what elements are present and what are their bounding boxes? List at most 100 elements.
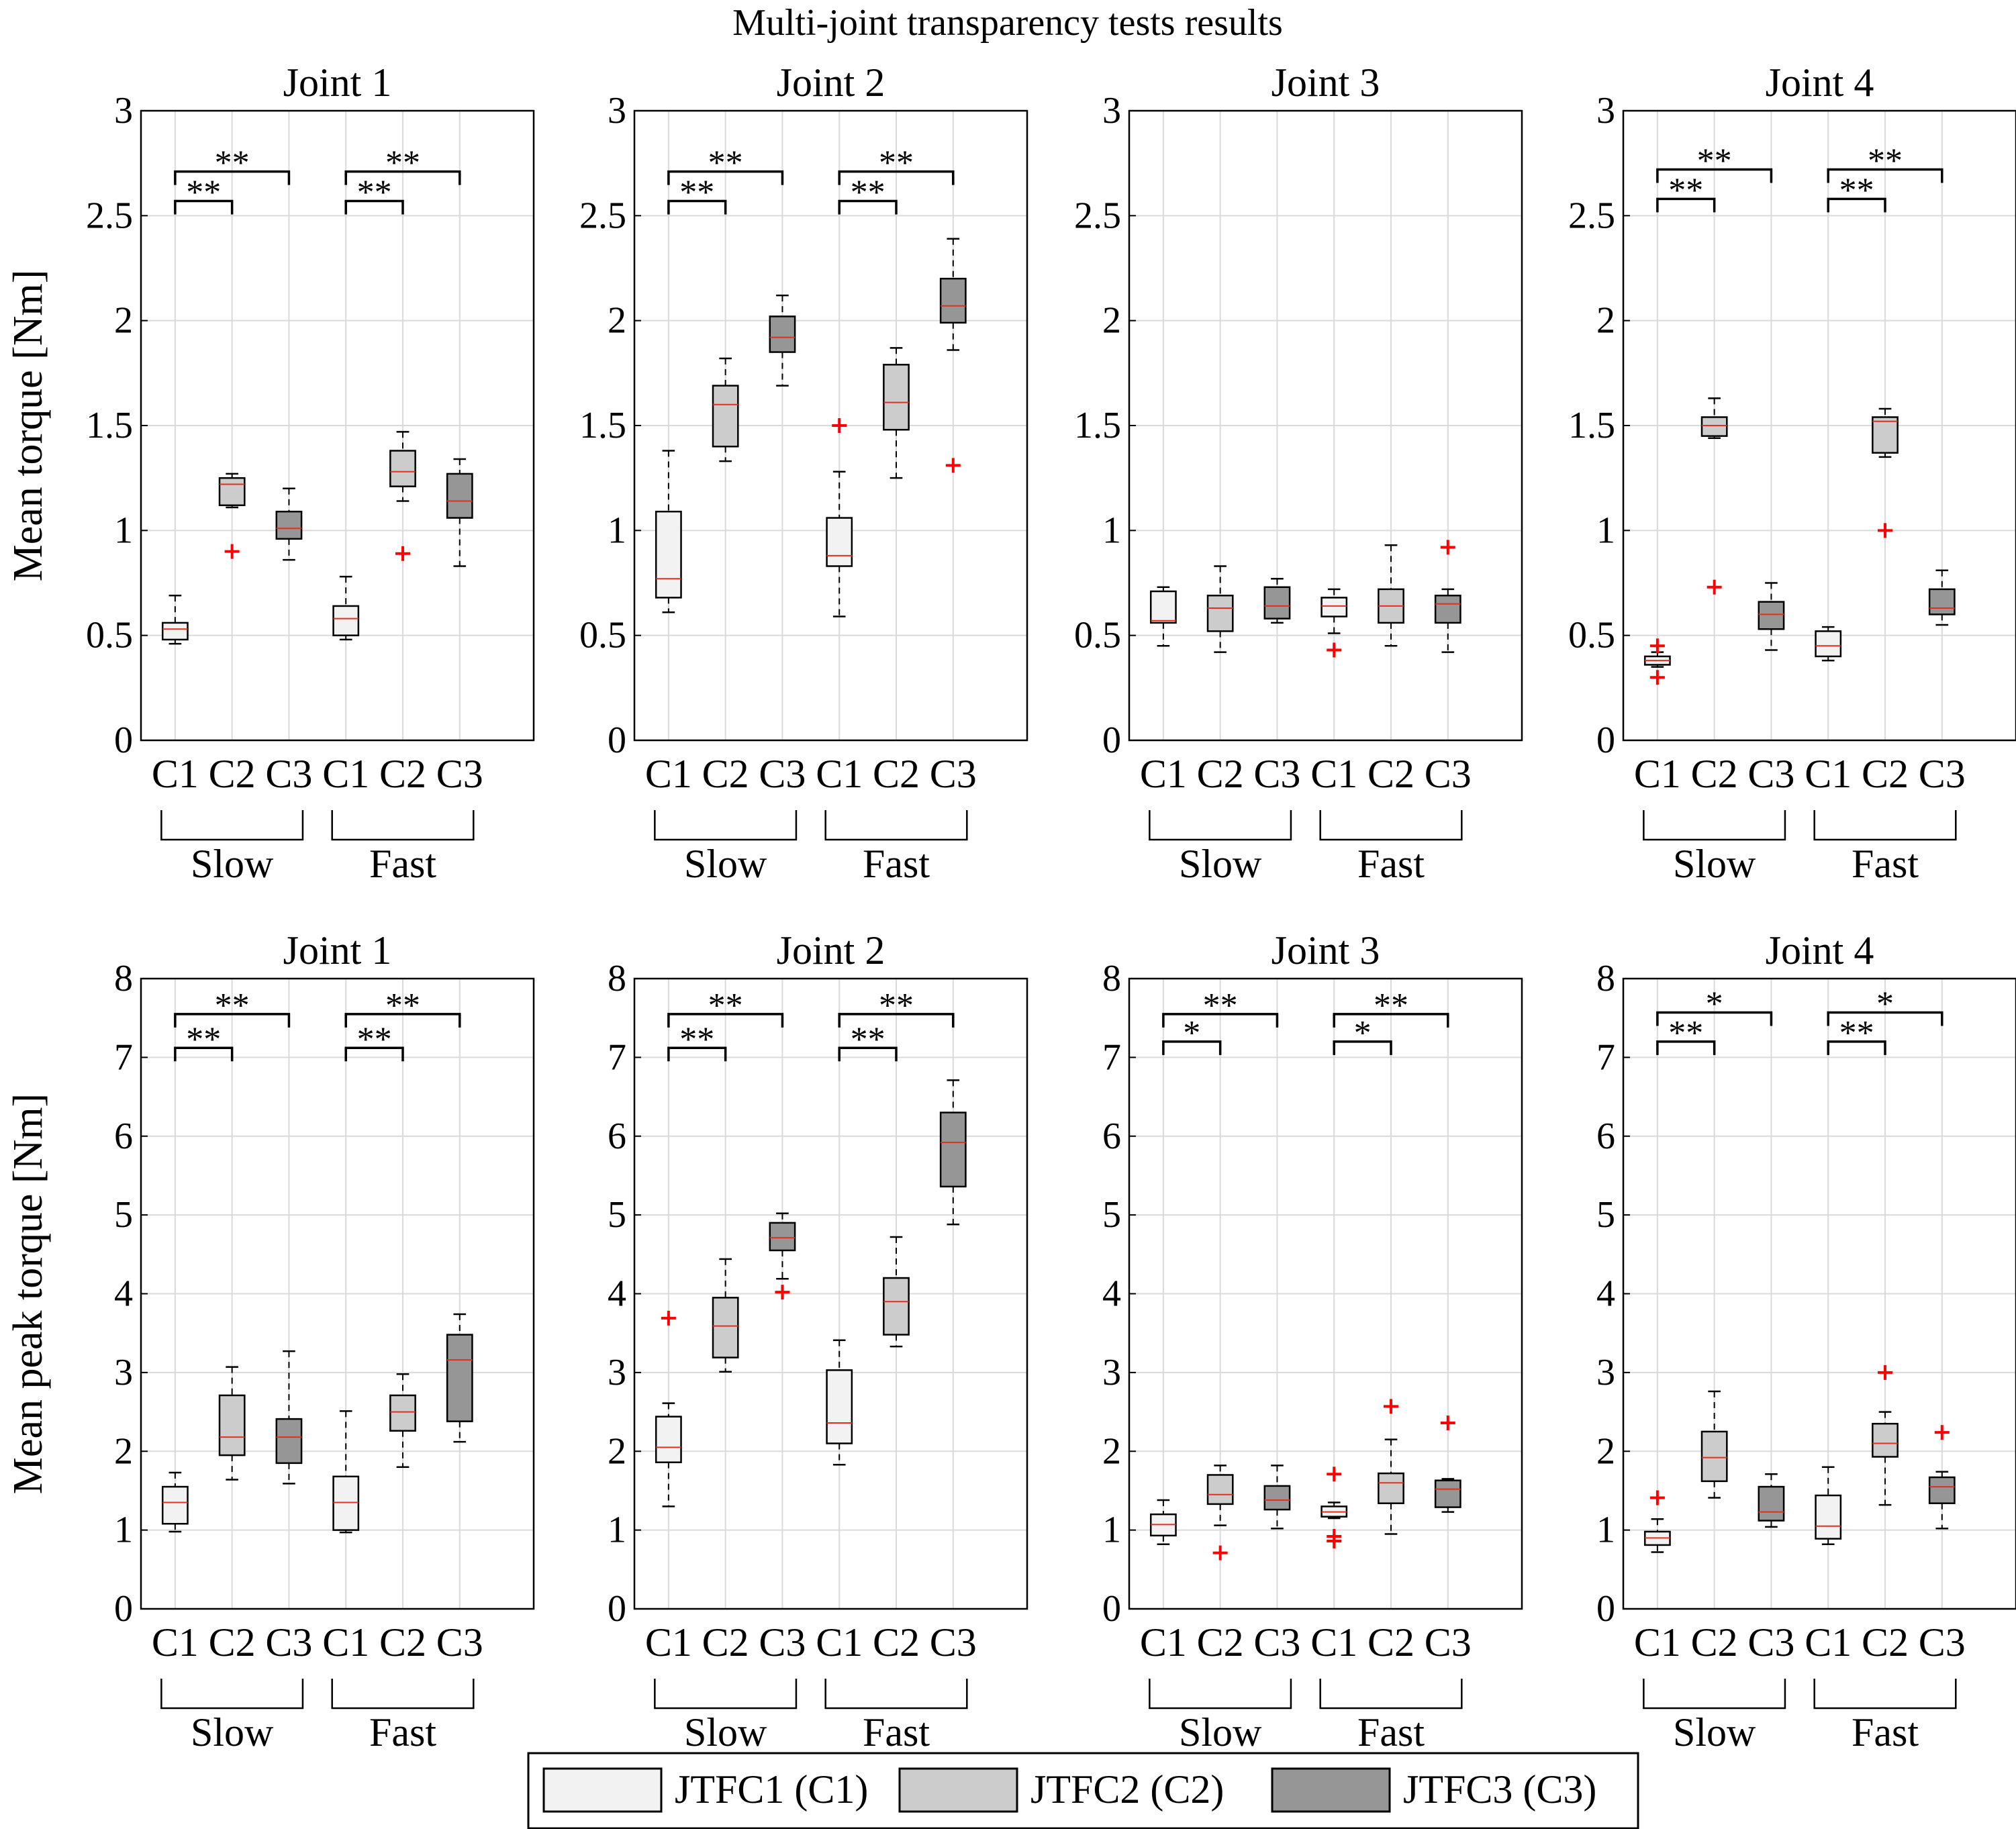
y-tick-label: 0 <box>608 720 626 761</box>
group-bracket <box>824 1679 968 1710</box>
group-bracket <box>160 810 304 841</box>
box-c2 <box>712 357 739 462</box>
significance-bracket <box>1656 168 1773 183</box>
y-tick-label: 4 <box>608 1273 626 1315</box>
box-c2 <box>389 431 416 561</box>
box-iqr <box>769 1222 796 1252</box>
panel-title: Joint 2 <box>777 928 885 973</box>
significance-bracket <box>838 1013 955 1028</box>
box-iqr <box>1928 588 1956 615</box>
box-c2 <box>712 1258 739 1373</box>
y-tick-label: 2.5 <box>1568 195 1615 236</box>
group-label-slow: Slow <box>191 1710 274 1754</box>
x-category-label: C2 <box>1197 1620 1244 1665</box>
y-tick-label: 1 <box>1596 509 1615 551</box>
box-c2 <box>1700 397 1728 595</box>
y-tick-label: 6 <box>114 1116 133 1157</box>
y-tick-label: 7 <box>114 1036 133 1078</box>
x-category-label: C1 <box>152 752 199 796</box>
outlier-marker <box>1878 523 1892 538</box>
box-c3 <box>939 238 967 473</box>
significance-bracket <box>344 1013 461 1028</box>
significance-label: ** <box>851 1020 885 1058</box>
box-iqr <box>389 1394 416 1432</box>
y-tick-label: 1.5 <box>86 405 133 446</box>
x-category-label: C1 <box>1140 1620 1187 1665</box>
significance-label: ** <box>385 144 420 183</box>
significance-bracket <box>667 1013 784 1028</box>
significance-bracket <box>1333 1040 1392 1055</box>
significance-label: ** <box>879 144 914 183</box>
outlier-marker <box>1384 1399 1398 1414</box>
group-bracket <box>654 1679 798 1710</box>
box-c3 <box>275 1350 303 1485</box>
x-category-label: C3 <box>1425 752 1472 796</box>
box-c1 <box>332 575 360 641</box>
box-iqr <box>1434 595 1461 624</box>
outlier-marker <box>1440 1416 1455 1430</box>
significance-label: ** <box>679 1020 714 1058</box>
legend-swatch <box>898 1767 1018 1813</box>
x-category-label: C2 <box>209 752 256 796</box>
y-axis-label: Mean peak torque [Nm] <box>5 1093 51 1494</box>
x-category-label: C1 <box>645 752 692 796</box>
x-category-label: C3 <box>1425 1620 1472 1665</box>
figure-title: Multi-joint transparency tests results <box>732 2 1283 44</box>
y-tick-label: 2 <box>1596 1430 1615 1472</box>
box-iqr <box>655 510 682 599</box>
significance-label: * <box>1706 985 1723 1023</box>
significance-label: ** <box>1374 987 1408 1025</box>
y-tick-label: 5 <box>1102 1194 1121 1236</box>
box-iqr <box>1434 1479 1461 1508</box>
y-tick-label: 0 <box>114 1588 133 1630</box>
x-category-label: C2 <box>702 1620 749 1665</box>
x-category-label: C2 <box>1197 752 1244 796</box>
legend-label: JTFC1 (C1) <box>675 1767 868 1812</box>
group-label-slow: Slow <box>1673 1710 1756 1754</box>
y-tick-label: 3 <box>114 1352 133 1393</box>
panel-title: Joint 4 <box>1766 928 1874 973</box>
outlier-marker <box>945 458 961 473</box>
x-category-label: C1 <box>322 752 369 796</box>
group-bracket <box>1319 810 1463 841</box>
group-label-fast: Fast <box>1852 1710 1919 1754</box>
significance-bracket <box>174 1013 291 1028</box>
significance-label: ** <box>215 987 250 1025</box>
significance-label: ** <box>679 173 714 211</box>
significance-bracket <box>1827 1011 1943 1026</box>
panel-title: Joint 1 <box>283 60 392 105</box>
y-tick-label: 6 <box>1596 1116 1615 1157</box>
y-tick-label: 5 <box>114 1194 133 1236</box>
box-c3 <box>1263 1465 1291 1530</box>
significance-label: ** <box>708 987 743 1025</box>
box-iqr <box>1758 601 1785 630</box>
box-iqr <box>712 385 739 448</box>
y-tick-label: 0 <box>1596 1588 1615 1630</box>
group-label-slow: Slow <box>1179 842 1262 886</box>
x-category-label: C3 <box>436 752 483 796</box>
box-iqr <box>218 477 246 507</box>
x-category-label: C3 <box>930 1620 977 1665</box>
significance-bracket <box>174 170 291 185</box>
box-iqr <box>1149 590 1177 624</box>
box-iqr <box>769 315 796 353</box>
group-label-fast: Fast <box>1852 842 1919 886</box>
y-tick-label: 8 <box>1102 958 1121 999</box>
x-category-label: C2 <box>702 752 749 796</box>
box-c1 <box>1643 638 1671 685</box>
legend-item-c3: JTFC3 (C3) <box>1271 1767 1596 1813</box>
box-c1 <box>655 1310 682 1507</box>
box-iqr <box>1700 1430 1728 1483</box>
group-label-slow: Slow <box>191 842 274 886</box>
y-tick-label: 6 <box>608 1116 626 1157</box>
box-c3 <box>275 487 303 561</box>
significance-label: ** <box>1668 1014 1703 1052</box>
significance-label: * <box>1354 1014 1372 1052</box>
legend-label: JTFC2 (C2) <box>1030 1767 1224 1812</box>
y-tick-label: 7 <box>1102 1036 1121 1078</box>
significance-label: ** <box>385 987 420 1025</box>
outlier-marker <box>1440 540 1455 555</box>
